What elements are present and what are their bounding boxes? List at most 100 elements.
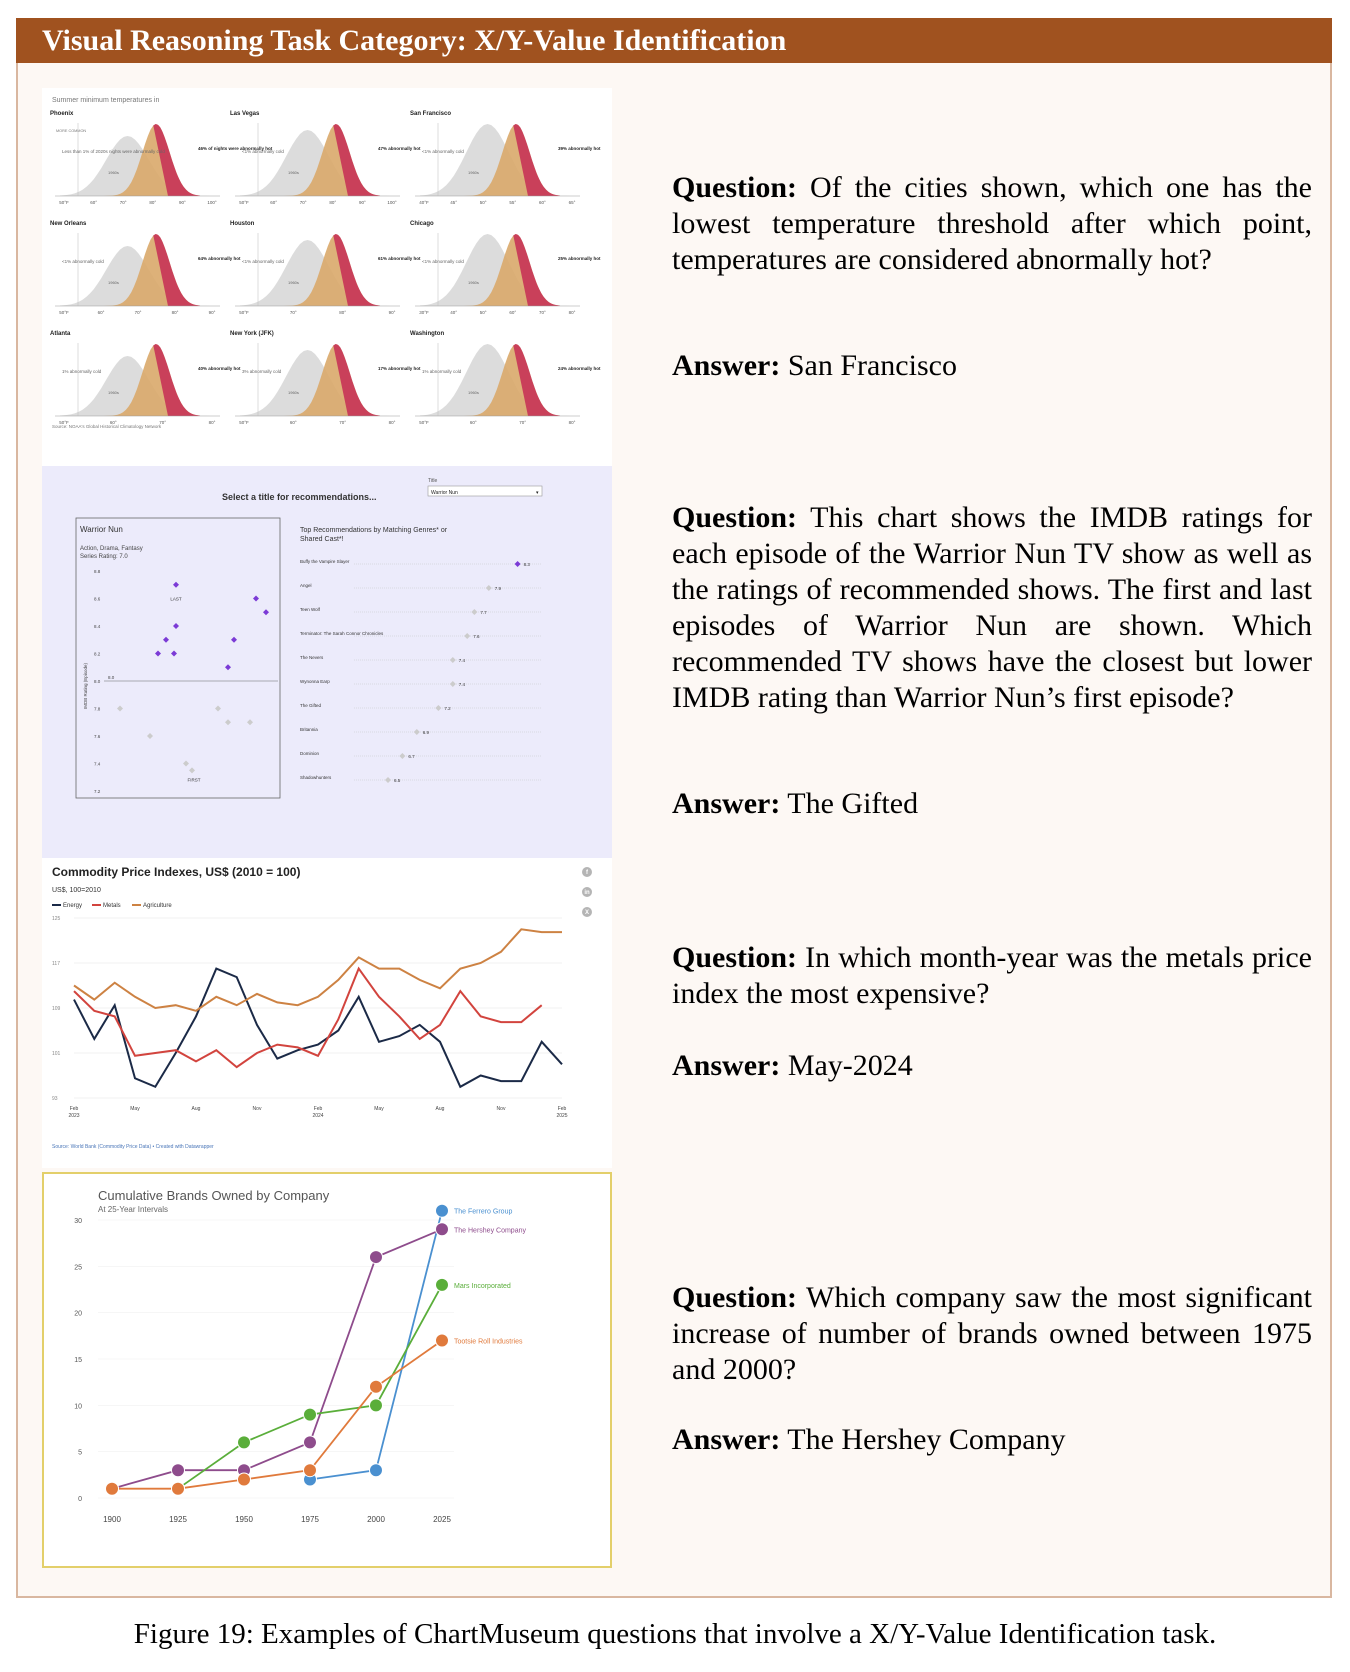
source-note: Source: World Bank (Commodity Price Data…: [52, 1144, 214, 1150]
question-text: Which company saw the most significant i…: [672, 1281, 1312, 1386]
tick-label: 50°F: [239, 200, 249, 205]
rec-rating: 7.4: [459, 658, 466, 663]
hot-tail: [153, 344, 200, 416]
tick-label: 50°F: [239, 310, 249, 315]
source-note: Source: NOAA's Global Historical Climato…: [52, 424, 162, 429]
facebook-icon[interactable]: f: [582, 867, 592, 877]
y-tick: 30: [74, 1218, 82, 1225]
answer-label: Answer:: [672, 349, 781, 382]
linkedin-icon[interactable]: in: [582, 887, 592, 897]
label-1960s: 1960s: [108, 280, 119, 285]
x-icon[interactable]: X: [582, 907, 592, 917]
y-tick: 109: [52, 1006, 61, 1012]
answer-label: Answer:: [672, 1423, 781, 1456]
episode-point: [163, 636, 169, 643]
label-1960s: 1960s: [288, 170, 299, 175]
select-box: [427, 485, 543, 497]
tick-label: 50°F: [59, 310, 69, 315]
tick-label: 55°: [509, 200, 516, 205]
episode-point: [173, 623, 179, 629]
cold-label: <1% abnormally cold: [422, 149, 464, 154]
label-2020s: 2020s: [348, 248, 361, 253]
city-name: Phoenix: [50, 111, 74, 117]
episode-box: [75, 517, 281, 799]
episode-point: [215, 705, 221, 712]
rec-name: The Nevers: [300, 655, 324, 660]
rec-rating: 7.9: [495, 586, 502, 591]
data-point: [303, 1463, 317, 1478]
dist-1960s: [240, 130, 390, 196]
episode-point: [155, 650, 161, 657]
rec-point: [385, 777, 391, 783]
dist-1960s: [420, 124, 570, 196]
answer-block-1: Answer: San Francisco: [672, 348, 957, 384]
cold-label: Less than 1% of 2020s nights were abnorm…: [62, 149, 165, 154]
x-tick-year: 2023: [68, 1113, 79, 1119]
tick-label: 40°F: [419, 200, 429, 205]
question-label: Question:: [672, 941, 798, 974]
series-line: [112, 1339, 443, 1490]
temperature-panel: Summer minimum temperatures in Phoenix 46%…: [42, 88, 612, 466]
question-label: Question:: [672, 171, 798, 204]
label-1960s: 1960s: [468, 170, 479, 175]
data-point: [105, 1481, 119, 1496]
answer-text: The Gifted: [787, 787, 919, 820]
brands-line-chart: Cumulative Brands Owned by Company At 25-…: [74, 1188, 526, 1524]
rec-point: [449, 657, 456, 663]
y-tick: 93: [52, 1096, 58, 1102]
series-label: The Hershey Company: [454, 1227, 526, 1234]
chart-title: Commodity Price Indexes, US$ (2010 = 100…: [52, 865, 300, 879]
city-name: New Orleans: [50, 221, 87, 227]
series-line: [177, 1284, 443, 1490]
y-tick: 8.0: [94, 679, 101, 684]
cold-label: <1% abnormally cold: [62, 259, 104, 264]
tick-label: 70°: [290, 310, 297, 315]
episode-point: [263, 609, 269, 616]
tick-label: 50°F: [239, 420, 249, 425]
tick-label: 50°F: [59, 200, 69, 205]
cold-label: 1% abnormally cold: [422, 369, 462, 374]
rec-name: Terminator: The Sarah Connor Chronicles: [300, 631, 384, 636]
answer-label: Answer:: [672, 1049, 781, 1082]
series-line-metals: [73, 966, 543, 1069]
answer-block-3: Answer: May-2024: [672, 1048, 913, 1084]
tick-label: 70°: [339, 420, 346, 425]
city-chart: San Francisco 39% abnormally hot <1% abnor…: [410, 111, 601, 205]
tick-label: 70°: [519, 420, 526, 425]
tick-label: 60°: [539, 200, 546, 205]
question-text: In which month-year was the metals price…: [672, 941, 1312, 1010]
facebook-icon-bg: [582, 867, 592, 877]
label-2020s: 2020s: [528, 358, 541, 363]
left-title: Warrior Nun: [80, 525, 123, 534]
rec-point: [435, 705, 442, 711]
hot-tail: [513, 124, 560, 196]
title-select[interactable]: Warrior Nun ▾: [427, 485, 543, 497]
rec-point: [449, 681, 456, 687]
tick-label: 60°: [98, 310, 105, 315]
tick-label: 65°: [569, 200, 576, 205]
data-point: [171, 1463, 185, 1478]
data-point: [369, 1463, 383, 1478]
more-common-label: MORE COMMON: [56, 129, 86, 133]
answer-text: San Francisco: [787, 349, 957, 382]
x-tick: 1900: [103, 1515, 121, 1524]
city-name: Atlanta: [50, 331, 71, 337]
commodity-line-chart: Commodity Price Indexes, US$ (2010 = 100…: [52, 865, 592, 1150]
data-point: [369, 1250, 383, 1265]
rec-rating: 6.7: [408, 754, 415, 759]
hot-tail: [153, 124, 200, 196]
series-rating: Series Rating: 7.0: [80, 554, 128, 560]
select-value: Warrior Nun: [431, 490, 458, 496]
y-tick: 7.2: [94, 789, 101, 794]
city-chart: Phoenix 46% of nights were abnormally hot…: [50, 111, 273, 205]
label-1960s: 1960s: [288, 280, 299, 285]
y-tick: 7.4: [94, 762, 101, 767]
y-tick: 8.8: [94, 569, 101, 574]
hot-label: 61% abnormally hot: [378, 256, 421, 261]
rec-rating: 7.2: [444, 706, 451, 711]
tick-label: 70°: [135, 310, 142, 315]
x-tick: May: [130, 1106, 140, 1112]
rec-point: [413, 729, 420, 735]
cold-label: <1% abnormally cold: [242, 259, 284, 264]
rec-rating: 7.4: [459, 682, 466, 687]
